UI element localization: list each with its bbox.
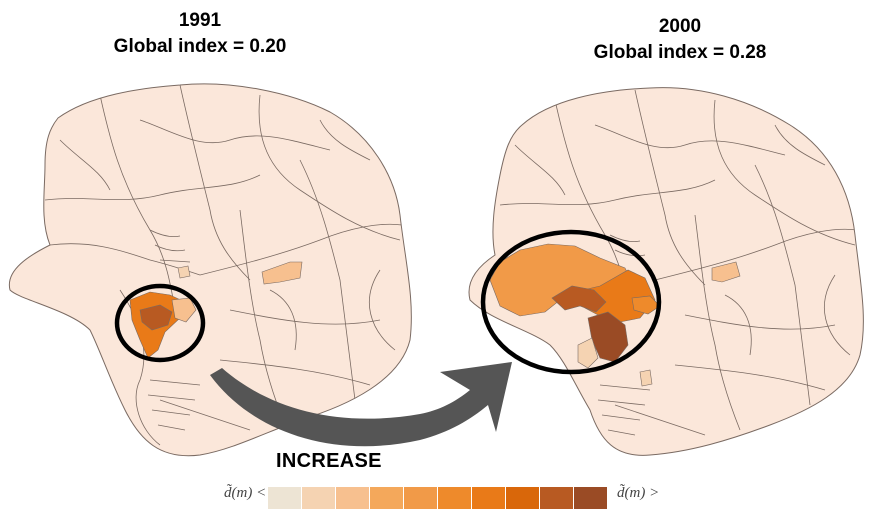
- map-1991-highlight-circle: [114, 283, 206, 363]
- map-2000-boundaries: [499, 89, 858, 436]
- map-2000-outline: [468, 87, 864, 456]
- map-1991-boundaries: [44, 84, 403, 446]
- map-1991-title: 1991 Global index = 0.20: [60, 8, 340, 60]
- map-2000-year: 2000: [658, 16, 702, 37]
- map-1991-region-light: [171, 297, 197, 323]
- map-1991-region-east-2: [177, 265, 191, 279]
- map-2000-highlight-circle: [480, 229, 662, 375]
- map-2000-title: 2000 Global index = 0.28: [540, 14, 820, 66]
- legend-left-label: d̃(m) <: [224, 485, 267, 501]
- map-2000-region-tip: [631, 295, 661, 315]
- map-2000-region-south-2: [639, 369, 653, 387]
- legend-swatch: [506, 487, 540, 509]
- map-1991: [8, 83, 412, 457]
- legend-swatch: [472, 487, 506, 509]
- legend-swatch: [268, 487, 302, 509]
- map-2000-region-east: [711, 261, 741, 283]
- legend-swatch: [302, 487, 336, 509]
- map-2000-region-dark: [551, 285, 607, 313]
- legend-right-label: d̃(m) >: [617, 485, 660, 501]
- legend-color-scale: [268, 487, 608, 509]
- map-2000-global-index: Global index = 0.28: [593, 42, 767, 63]
- map-2000: [468, 87, 864, 456]
- map-1991-region-peak: [139, 304, 173, 331]
- map-2000-region-south: [577, 337, 599, 369]
- map-1991-global-index: Global index = 0.20: [113, 36, 287, 57]
- legend-swatch: [336, 487, 370, 509]
- map-1991-region-east: [261, 261, 303, 285]
- increase-label: INCREASE: [276, 450, 382, 472]
- map-1991-year: 1991: [178, 10, 222, 31]
- legend-swatch: [370, 487, 404, 509]
- legend-swatch: [540, 487, 574, 509]
- map-1991-outline: [8, 83, 412, 457]
- legend-swatch: [574, 487, 608, 509]
- increase-arrow-icon: [210, 362, 512, 447]
- legend-swatch: [404, 487, 438, 509]
- legend-swatch: [438, 487, 472, 509]
